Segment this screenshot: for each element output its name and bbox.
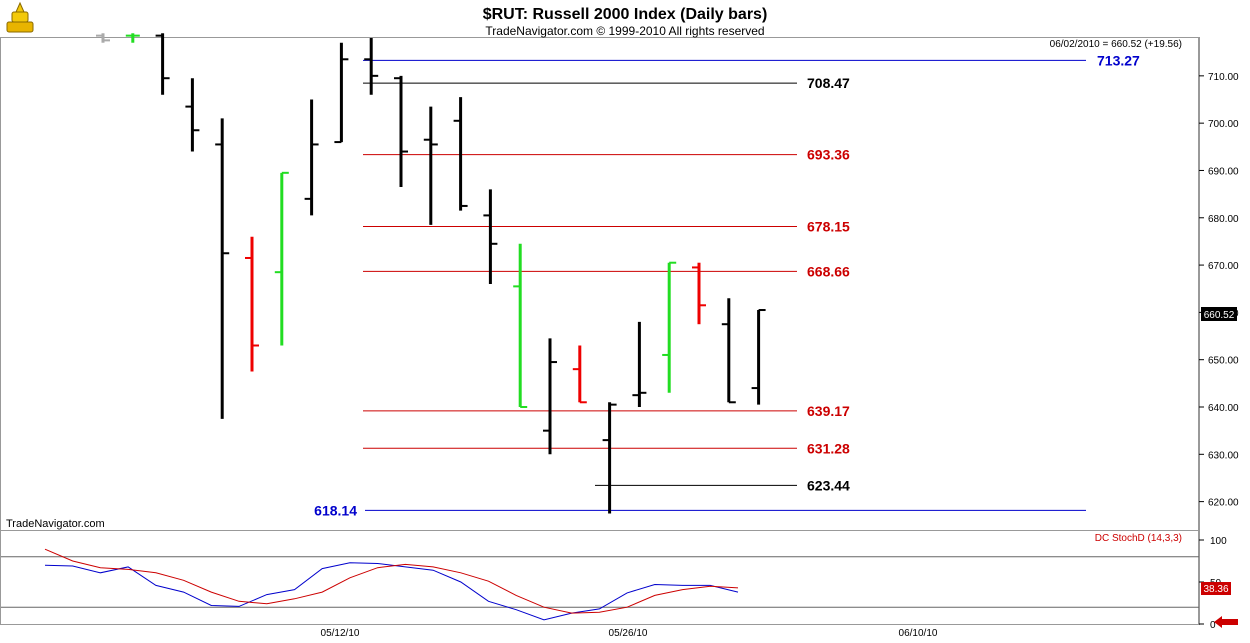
x-tick-label: 06/10/10 (899, 628, 938, 639)
y-tick-label: 640.00 (1208, 403, 1239, 414)
chart-title: $RUT: Russell 2000 Index (Daily bars) (483, 6, 768, 23)
level-label: 639.17 (807, 403, 850, 419)
y-tick-label: 700.00 (1208, 119, 1239, 130)
stoch-y-label: 100 (1210, 536, 1227, 547)
ohlc-bar (96, 33, 110, 43)
indicator-panel-frame (0, 530, 1199, 625)
ohlc-bar (721, 298, 736, 404)
current-price-label: 660.52 (1204, 310, 1235, 321)
ohlc-bar (632, 321, 647, 407)
y-tick-label: 670.00 (1208, 261, 1239, 272)
ohlc-bar (155, 33, 170, 95)
watermark-label: TradeNavigator.com (6, 518, 105, 530)
stoch-y-label: 0 (1210, 620, 1216, 631)
ohlc-bar (513, 243, 528, 408)
level-label: 693.36 (807, 147, 850, 163)
level-label: 708.47 (807, 75, 850, 91)
ohlc-bar (543, 338, 557, 455)
ohlc-bar (483, 189, 498, 284)
ohlc-bar (453, 97, 468, 211)
ohlc-bar (215, 118, 230, 419)
stoch-series-line (44, 562, 739, 621)
y-tick-label: 620.00 (1208, 498, 1239, 509)
x-tick-label: 05/12/10 (321, 628, 360, 639)
stoch-current-box (1201, 582, 1231, 595)
ohlc-bar (185, 78, 200, 152)
ohlc-bar (334, 42, 349, 144)
ohlc-bar (125, 33, 140, 43)
y-tick-label: 710.00 (1208, 72, 1239, 83)
ohlc-bar (394, 75, 408, 188)
ohlc-bar (662, 261, 677, 393)
level-label: 668.66 (807, 263, 850, 279)
y-tick-label: 650.00 (1208, 356, 1239, 367)
main-panel-frame (0, 37, 1199, 531)
y-tick-label: 690.00 (1208, 166, 1239, 177)
y-tick-label: 680.00 (1208, 214, 1239, 225)
trade-navigator-logo-icon[interactable] (6, 1, 34, 33)
ohlc-bar (602, 402, 617, 514)
copyright-line: TradeNavigator.com © 1999-2010 All right… (485, 24, 764, 38)
ohlc-bar (304, 99, 319, 216)
ohlc-bar (364, 38, 379, 95)
ohlc-bar (692, 262, 706, 325)
ohlc-bar (423, 106, 438, 225)
level-label: 713.27 (1097, 52, 1140, 68)
ohlc-bar (751, 309, 766, 405)
level-label: 618.14 (314, 502, 357, 518)
level-label: 623.44 (807, 477, 850, 493)
scroll-left-arrow-icon[interactable] (1214, 616, 1238, 628)
level-label: 631.28 (807, 440, 850, 456)
current-price-box (1201, 307, 1237, 321)
stoch-title: DC StochD (14,3,3) (1095, 533, 1182, 544)
stoch-current-label: 38.36 (1203, 584, 1228, 595)
y-tick-label: 630.00 (1208, 450, 1239, 461)
ohlc-bar (274, 171, 289, 346)
level-label: 678.15 (807, 219, 850, 235)
header-band (0, 0, 1250, 37)
ohlc-bar (572, 345, 587, 404)
x-tick-label: 05/26/10 (609, 628, 648, 639)
last-quote-label: 06/02/2010 = 660.52 (+19.56) (1050, 39, 1182, 50)
stoch-series-line (44, 548, 739, 614)
ohlc-bar (245, 236, 259, 372)
